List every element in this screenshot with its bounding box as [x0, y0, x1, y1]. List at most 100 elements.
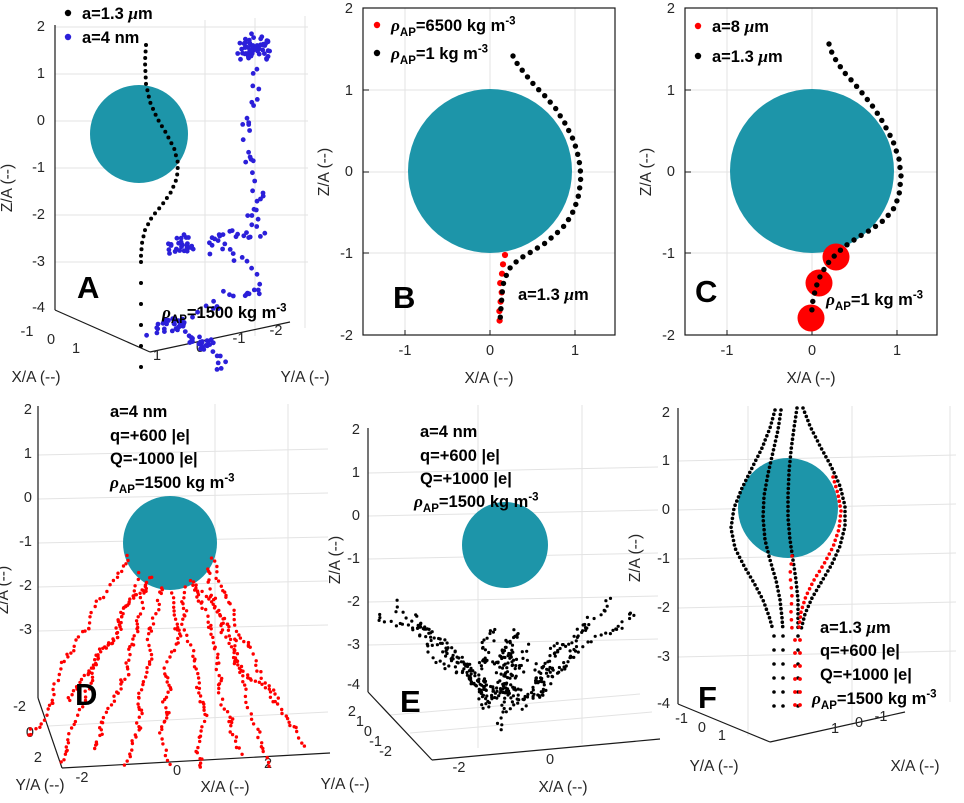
a-1p3um-streamlines-black-dot	[733, 547, 738, 551]
a-4nm-repelled-clusters-dot	[497, 694, 501, 698]
a-4nm-charged-trajectories-dot	[119, 627, 123, 631]
grid-line	[37, 624, 329, 632]
annotation-0: ρAP=1500 kg m-3	[161, 302, 287, 326]
a-4nm-repelled-scatter-dot	[569, 654, 573, 658]
a-4nm-brownian-walk-dot	[249, 213, 255, 218]
axis-label: Z/A (--)	[0, 566, 12, 614]
a-4nm-charged-trajectories-dot	[200, 725, 204, 729]
a-4nm-repelled-scatter-dot	[608, 596, 613, 601]
a-4nm-charged-trajectories-dot	[209, 623, 213, 628]
sphere	[408, 89, 572, 253]
a-1p3um-streamlines-black-dot	[763, 487, 767, 492]
a-4nm-charged-trajectories-dot	[50, 701, 54, 705]
a-1p3um-streamlines-black-dot	[791, 558, 795, 562]
a-4nm-repelled-clusters-dot	[502, 682, 506, 686]
a-4nm-repelled-scatter-dot	[481, 646, 485, 650]
tick-label: 2	[667, 1, 675, 17]
a-4nm-charged-trajectories-dot	[219, 623, 223, 628]
a-1p3um-streamlines-black-dot	[741, 563, 746, 568]
a-4nm-repelled-scatter-dot	[567, 642, 571, 646]
tick-label: -2	[76, 770, 89, 786]
tick-label: 0	[37, 113, 45, 129]
a-1p3um-streamlines-black-dot	[795, 589, 799, 594]
a-1p3um-streamlines-black-dot	[735, 551, 740, 556]
a-4nm-brownian-clusters-dot	[169, 328, 175, 334]
rho-6500-trajectory-dot	[499, 261, 507, 268]
a-4nm-charged-trajectories-dot	[72, 644, 76, 648]
a-1p3um-streamlines-black-dot	[786, 522, 791, 527]
a-4nm-brownian-walk-dot	[230, 251, 236, 256]
a-1p3um-streamlines-black-dot	[832, 471, 836, 475]
a-4nm-charged-trajectories-dot	[253, 679, 258, 683]
a-4nm-charged-trajectories-dot	[260, 741, 264, 745]
tick-label: 0	[345, 164, 353, 180]
a-1p3um-streamlines-black-dot	[769, 421, 774, 425]
a-1p3um-trajectory-dot	[151, 106, 155, 111]
a-1p3um-trajectory-dot	[168, 190, 173, 195]
a-4nm-repelled-clusters-dot	[514, 688, 518, 692]
a-1p3um-trajectory-dot	[148, 100, 153, 105]
a-4nm-repelled-clusters-dot	[510, 663, 514, 668]
tick-label: -1	[32, 160, 45, 176]
a-1p3um-trajectory-dot	[140, 240, 145, 245]
a-4nm-repelled-scatter-dot	[500, 703, 504, 707]
a-4nm-brownian-walk-dot	[210, 349, 216, 354]
a-1p3um-streamlines-black-dot	[834, 475, 838, 479]
a-1p3um-streamlines-black-dot	[764, 483, 768, 487]
a-4nm-repelled-scatter-dot	[504, 710, 508, 714]
a-1p3um-trajectory-dot	[169, 141, 174, 146]
a-1p3um-trajectory-dot	[161, 201, 166, 206]
a-4nm-charged-trajectories-dot	[177, 628, 181, 632]
a-1p3um-trajectory-dot	[825, 259, 832, 266]
a-4nm-charged-trajectories-dot	[182, 590, 187, 595]
a-1p3um-trajectory-dot	[166, 135, 171, 140]
a-1p3um-trajectory-dot	[853, 83, 860, 90]
a-1p3um-trajectory-dot	[869, 103, 876, 109]
a-4nm-charged-trajectories-dot	[302, 744, 307, 748]
a-1p3um-streamlines-black-dot	[772, 571, 776, 576]
a-4nm-repelled-scatter-dot	[418, 625, 422, 629]
a-4nm-charged-trajectories-dot	[151, 622, 156, 626]
a-4nm-charged-trajectories-dot	[165, 680, 169, 684]
a-1p3um-streamlines-black-dot	[794, 580, 798, 585]
a-4nm-repelled-clusters-dot	[533, 668, 537, 672]
a-4nm-repelled-scatter-dot	[449, 659, 454, 663]
a-1p3um-streamlines-black-dot	[752, 462, 756, 467]
a-4nm-brownian-clusters-dot	[242, 45, 248, 50]
a-1p3um-trajectory-dot	[139, 253, 143, 258]
a-4nm-charged-trajectories-dot	[280, 707, 284, 712]
a-1p3um-trajectory-dot	[143, 228, 147, 233]
a-1p3um-streamlines-black-dot	[843, 518, 847, 523]
a-4nm-charged-trajectories-dot	[241, 680, 245, 684]
a-4nm-brownian-clusters-dot	[237, 40, 243, 46]
a-4nm-brownian-walk-dot	[218, 366, 224, 371]
a-4nm-charged-trajectories-dot	[261, 749, 265, 754]
a-4nm-charged-trajectories-dot	[196, 676, 201, 680]
a-4nm-charged-trajectories-dot	[140, 600, 144, 605]
a-1p3um-streamlines-black-dot	[816, 584, 821, 589]
a-1p3um-streamlines-black-dot	[786, 509, 790, 513]
a-4nm-charged-trajectories-dot	[134, 735, 138, 739]
a-4nm-charged-trajectories-dot	[79, 677, 84, 682]
a-4nm-charged-trajectories-dot	[27, 733, 31, 737]
a-4nm-charged-trajectories-dot	[141, 680, 146, 684]
a-4nm-repelled-scatter-dot	[541, 687, 546, 692]
a-4nm-brownian-walk-dot	[203, 303, 209, 309]
tick-label: -4	[657, 696, 670, 712]
panel-c: 2 1 0 -1 -2 -1 0 1 Z/A (--) X/A (--) a=8 μm a=1.3 μ…	[638, 1, 938, 387]
a-4nm-charged-trajectories-dot	[81, 629, 85, 634]
a-4nm-repelled-clusters-dot	[520, 650, 524, 654]
a-4nm-charged-trajectories-dot	[69, 651, 73, 655]
a-4nm-charged-trajectories-dot	[223, 590, 227, 594]
a-4nm-charged-trajectories-dot	[233, 644, 237, 648]
a-4nm-repelled-clusters-dot	[509, 683, 513, 687]
a-1p3um-streamlines-black-dot	[843, 505, 847, 509]
a-4nm-charged-trajectories-dot	[160, 725, 164, 729]
rho-1-trajectory-dot	[513, 259, 519, 265]
a-4nm-charged-trajectories-dot	[67, 732, 71, 736]
a-4nm-brownian-walk-dot	[227, 247, 233, 252]
a-1p3um-streamlines-black-dot	[748, 575, 753, 579]
a-4nm-charged-trajectories-dot	[164, 706, 168, 710]
a-4nm-charged-trajectories-dot	[215, 564, 219, 569]
